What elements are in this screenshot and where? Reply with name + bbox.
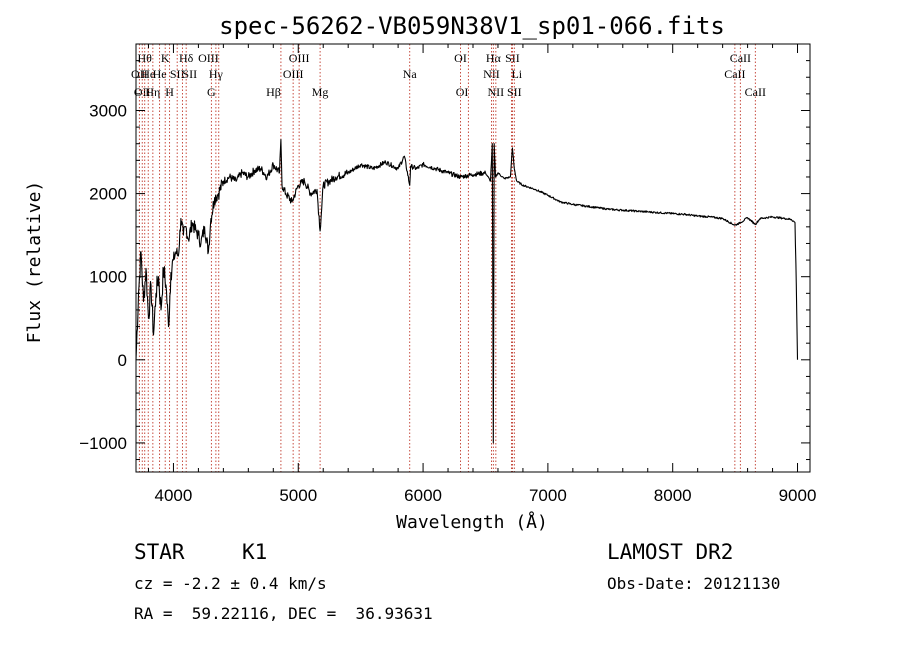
chart-title: spec-56262-VB059N38V1_sp01-066.fits bbox=[219, 12, 725, 40]
line-label-10: SII bbox=[182, 67, 197, 81]
line-label-6: K bbox=[161, 51, 170, 65]
line-label-20: OI bbox=[456, 85, 469, 99]
line-label-0: OII bbox=[131, 67, 148, 81]
line-label-26: SII bbox=[507, 85, 522, 99]
plot-frame bbox=[135, 43, 811, 473]
emission-line-markers: OIIOIIHθHeHηHeKHSIIHδSIIGHγOIIIHβOIIIOII… bbox=[131, 44, 766, 472]
survey-label: LAMOST DR2 bbox=[607, 540, 734, 564]
line-label-4: Hη bbox=[145, 85, 160, 99]
x-tick-label-2: 6000 bbox=[404, 486, 442, 505]
line-label-21: NII bbox=[483, 67, 500, 81]
line-label-8: SII bbox=[170, 67, 185, 81]
spectrum-line bbox=[135, 139, 799, 444]
x-tick-label-0: 4000 bbox=[155, 486, 193, 505]
line-label-17: Mg bbox=[312, 85, 329, 99]
line-label-14: Hβ bbox=[266, 85, 281, 99]
line-label-19: OI bbox=[454, 51, 467, 65]
line-label-25: SII bbox=[505, 51, 520, 65]
line-label-9: Hδ bbox=[179, 51, 194, 65]
line-label-7: H bbox=[165, 85, 174, 99]
y-tick-label-2: 1000 bbox=[89, 268, 127, 287]
object-class: STAR bbox=[134, 540, 185, 564]
x-tick-label-1: 5000 bbox=[279, 486, 317, 505]
x-tick-label-5: 9000 bbox=[779, 486, 817, 505]
radec-text: RA = 59.22116, DEC = 36.93631 bbox=[134, 604, 433, 623]
y-tick-label-0: −1000 bbox=[79, 434, 127, 453]
line-label-11: G bbox=[207, 85, 216, 99]
line-label-22: Hα bbox=[486, 51, 502, 65]
line-label-27: CaII bbox=[724, 67, 745, 81]
x-axis-label: Wavelength (Å) bbox=[396, 511, 548, 533]
y-axis: −1000 0 1000 2000 3000 bbox=[79, 60, 810, 461]
y-axis-label: Flux (relative) bbox=[24, 181, 45, 344]
line-label-16: OIII bbox=[289, 51, 310, 65]
line-label-3: He bbox=[141, 67, 155, 81]
line-label-12: Hγ bbox=[209, 67, 224, 81]
line-label-15: OIII bbox=[283, 67, 304, 81]
line-label-18: Na bbox=[403, 67, 418, 81]
line-label-24: Li bbox=[511, 67, 522, 81]
y-tick-label-3: 2000 bbox=[89, 185, 127, 204]
y-tick-label-1: 0 bbox=[118, 351, 127, 370]
line-label-23: NII bbox=[488, 85, 505, 99]
obs-date: Obs-Date: 20121130 bbox=[607, 574, 781, 593]
object-subclass: K1 bbox=[242, 540, 268, 564]
y-tick-label-4: 3000 bbox=[89, 101, 127, 120]
x-axis: 4000 5000 6000 7000 8000 9000 bbox=[147, 44, 817, 505]
x-tick-label-4: 8000 bbox=[654, 486, 692, 505]
line-label-1: OII bbox=[134, 85, 151, 99]
line-label-5: He bbox=[153, 67, 167, 81]
line-label-2: Hθ bbox=[138, 51, 153, 65]
line-label-29: CaII bbox=[745, 85, 766, 99]
x-tick-label-3: 7000 bbox=[529, 486, 567, 505]
line-label-13: OIII bbox=[198, 51, 219, 65]
redshift-text: cz = -2.2 ± 0.4 km/s bbox=[134, 574, 327, 593]
line-label-28: CaII bbox=[730, 51, 751, 65]
